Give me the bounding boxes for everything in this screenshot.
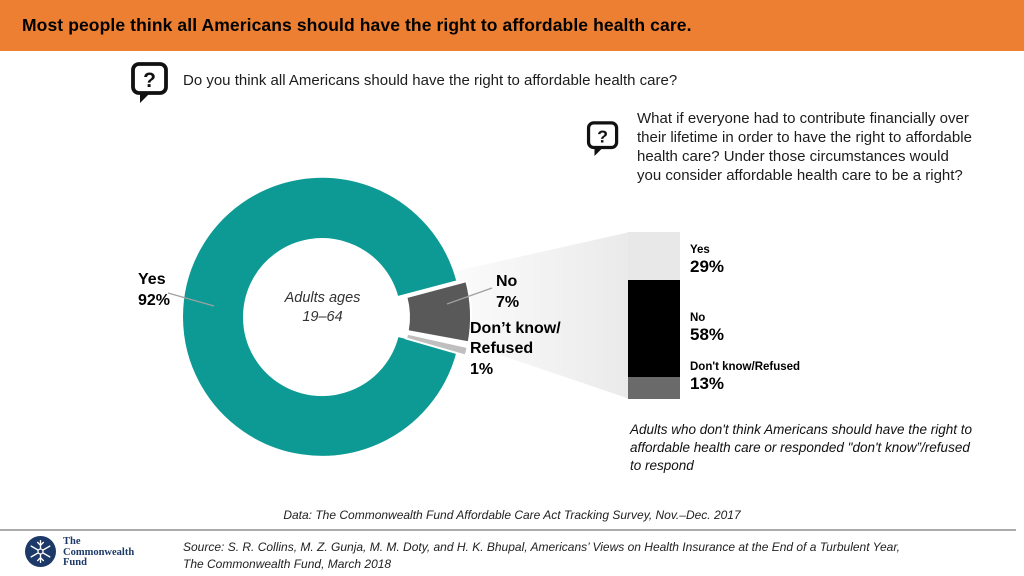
footer-divider xyxy=(0,529,1016,531)
note-text: Adults who don't think Americans should … xyxy=(630,422,973,473)
page-title: Most people think all Americans should h… xyxy=(22,15,692,35)
donut-yes-slice xyxy=(181,175,460,458)
source-text: Source: S. R. Collins, M. Z. Gunja, M. M… xyxy=(183,540,901,571)
commonwealth-fund-logo: The Commonwealth Fund xyxy=(25,536,134,569)
donut-dk-slice xyxy=(404,332,469,357)
header-bar: Most people think all Americans should h… xyxy=(0,0,1024,51)
funnel-shape xyxy=(456,232,630,399)
snowflake-icon xyxy=(25,536,56,567)
donut-no-slice xyxy=(405,279,473,344)
bar-label-dk: Don't know/Refused 13% xyxy=(690,361,801,393)
leader-line-yes xyxy=(167,292,215,307)
bar-seg-yes xyxy=(628,232,680,281)
question2-icon: ? xyxy=(586,121,619,156)
logo-text: The Commonwealth Fund xyxy=(63,536,135,568)
svg-text:?: ? xyxy=(597,126,608,146)
leader-line-no xyxy=(446,287,493,305)
bar-label-yes: Yes 29% xyxy=(690,244,725,276)
question2-text: What if everyone had to contribute finan… xyxy=(637,110,972,184)
data-caption: Data: The Commonwealth Fund Affordable C… xyxy=(283,508,741,522)
followup-bar xyxy=(628,232,680,399)
donut-label-dk: Don’t know/ Refused 1% xyxy=(470,320,561,378)
question1-icon: ? xyxy=(131,62,168,103)
bar-seg-dk xyxy=(628,377,680,399)
svg-text:?: ? xyxy=(143,69,156,92)
question1-text: Do you think all Americans should have t… xyxy=(183,72,678,89)
bar-seg-no xyxy=(628,280,680,378)
donut-center-label: Adults ages 19–64 xyxy=(284,290,361,325)
bar-label-no: No 58% xyxy=(690,312,725,344)
donut-label-yes: Yes 92% xyxy=(138,271,171,310)
donut-label-no: No 7% xyxy=(496,273,520,312)
